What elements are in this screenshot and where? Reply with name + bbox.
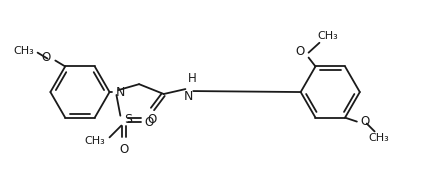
Text: O: O: [41, 51, 51, 64]
Text: O: O: [361, 115, 370, 128]
Text: O: O: [295, 45, 305, 58]
Text: O: O: [147, 113, 156, 126]
Text: H: H: [188, 72, 197, 85]
Text: CH₃: CH₃: [368, 133, 389, 143]
Text: CH₃: CH₃: [13, 46, 34, 56]
Text: CH₃: CH₃: [85, 136, 105, 146]
Text: S: S: [124, 113, 132, 126]
Text: O: O: [144, 116, 153, 129]
Text: O: O: [120, 143, 129, 156]
Text: CH₃: CH₃: [317, 31, 338, 41]
Text: N: N: [184, 90, 193, 103]
Text: N: N: [116, 86, 125, 99]
